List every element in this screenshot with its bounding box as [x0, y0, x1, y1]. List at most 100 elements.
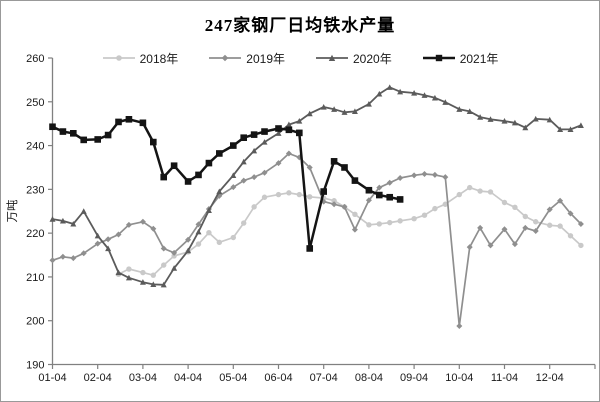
data-point-marker — [578, 242, 584, 249]
legend-marker-square-icon — [422, 54, 455, 62]
data-point-marker — [275, 130, 282, 136]
data-point-marker — [94, 232, 101, 239]
data-point-marker — [70, 220, 77, 227]
data-point-marker — [285, 150, 292, 157]
x-tick-label: 06-04 — [264, 372, 292, 384]
data-point-marker — [251, 204, 257, 210]
data-point-marker — [341, 164, 348, 171]
x-tick-label: 12-04 — [536, 372, 564, 384]
legend-marker-circle-icon — [102, 55, 135, 61]
data-point-marker — [205, 159, 213, 167]
data-point-marker — [467, 184, 473, 191]
series-line-2020 — [52, 86, 582, 286]
legend-item-2019: 2019年 — [208, 50, 285, 67]
data-point-marker — [386, 84, 393, 90]
legend-label: 2018年 — [139, 51, 179, 66]
chart-title: 247家钢厂日均铁水产量 — [204, 16, 396, 35]
data-point-marker — [240, 134, 248, 141]
data-point-marker — [216, 150, 223, 157]
data-point-marker — [104, 131, 112, 139]
data-point-marker — [501, 199, 508, 206]
data-point-marker — [431, 171, 438, 178]
data-point-marker — [140, 269, 146, 276]
data-point-marker — [240, 158, 247, 165]
data-point-marker — [522, 213, 529, 220]
data-point-marker — [275, 125, 282, 132]
data-point-marker — [511, 119, 518, 126]
legend-marker-diamond-icon — [209, 54, 242, 62]
data-point-marker — [442, 174, 449, 181]
data-point-marker — [456, 106, 463, 112]
data-point-marker — [59, 128, 67, 135]
x-tick-label: 10-04 — [445, 372, 473, 384]
data-point-marker — [296, 191, 303, 198]
data-point-marker — [195, 171, 202, 179]
data-point-marker — [477, 224, 484, 231]
data-point-marker — [126, 266, 132, 272]
data-point-marker — [296, 118, 303, 124]
x-tick-label: 05-04 — [219, 372, 247, 384]
data-point-marker — [487, 242, 494, 249]
series-line-2018 — [118, 186, 582, 277]
data-point-marker — [376, 90, 383, 97]
data-point-marker — [567, 126, 574, 132]
data-point-marker — [150, 138, 157, 146]
data-point-marker — [70, 255, 77, 262]
data-point-marker — [170, 162, 178, 170]
data-point-marker — [261, 139, 268, 145]
data-point-marker — [456, 191, 462, 198]
data-point-marker — [261, 194, 268, 200]
data-point-marker — [139, 119, 147, 127]
data-point-marker — [466, 108, 473, 115]
data-point-marker — [250, 131, 258, 138]
data-point-marker — [351, 226, 358, 233]
data-point-marker — [411, 172, 418, 179]
legend-label: 2019年 — [246, 51, 285, 66]
data-point-marker — [320, 188, 327, 195]
data-point-marker — [421, 92, 428, 98]
data-point-marker — [125, 274, 132, 281]
data-point-marker — [59, 217, 66, 224]
data-point-marker — [477, 188, 483, 194]
data-point-marker — [387, 219, 393, 226]
data-point-marker — [94, 240, 101, 247]
data-point-marker — [230, 142, 237, 149]
data-point-marker — [306, 110, 313, 117]
y-tick-label: 200 — [26, 316, 44, 328]
x-tick-label: 09-04 — [400, 372, 428, 384]
data-point-marker — [546, 116, 553, 123]
data-point-marker — [285, 121, 292, 128]
data-point-marker — [442, 99, 449, 105]
data-point-marker — [195, 221, 202, 228]
data-point-marker — [512, 204, 518, 211]
data-point-marker — [80, 250, 87, 257]
data-point-marker — [160, 245, 167, 252]
y-tick-label: 230 — [26, 184, 44, 196]
data-point-marker — [522, 224, 529, 231]
data-point-marker — [442, 201, 449, 207]
data-point-marker — [307, 194, 313, 200]
data-point-marker — [397, 218, 403, 224]
data-point-marker — [341, 203, 348, 210]
y-tick-label: 260 — [26, 53, 44, 65]
data-point-marker — [80, 208, 87, 214]
data-point-marker — [411, 215, 417, 222]
data-point-marker — [94, 136, 101, 143]
data-point-marker — [421, 171, 428, 178]
data-point-marker — [139, 279, 146, 285]
data-point-marker — [557, 197, 564, 204]
data-point-marker — [261, 169, 268, 176]
data-point-marker — [230, 172, 237, 178]
data-point-marker — [532, 227, 539, 234]
data-point-marker — [533, 219, 539, 225]
data-point-marker — [184, 178, 192, 185]
data-point-marker — [125, 116, 133, 123]
data-point-marker — [150, 272, 157, 278]
data-point-marker — [487, 189, 494, 195]
data-point-marker — [275, 160, 282, 167]
x-tick-label: 08-04 — [355, 372, 383, 384]
data-point-marker — [365, 100, 372, 107]
data-point-marker — [115, 118, 122, 126]
